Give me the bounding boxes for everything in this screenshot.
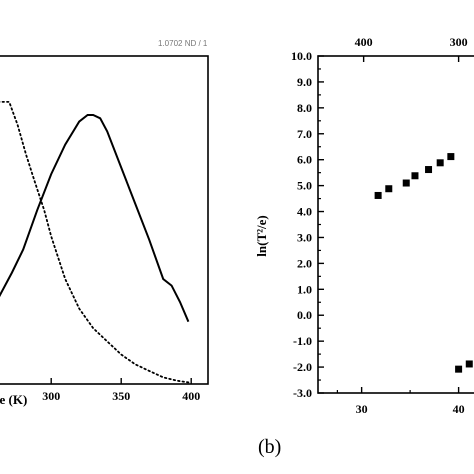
panel-b-data-point: [411, 172, 419, 180]
panel-b-y-tick-label: 10.0: [291, 49, 312, 63]
panel-b-data-point: [374, 191, 382, 199]
panel-b-y-tick-label: 5.0: [297, 179, 312, 193]
panel-b-y-tick-label: 4.0: [297, 205, 312, 219]
panel-b-y-tick-label: -3.0: [293, 386, 312, 400]
panel-a-x-tick-label: 300: [42, 389, 60, 403]
panel-b-data-point: [402, 179, 410, 187]
panel-a-series-dotted-line: [0, 101, 190, 384]
panel-b-data-point: [436, 159, 444, 167]
panel-b-x-tick-label: 30: [356, 402, 368, 416]
panel-b-top-tick-label: 300: [450, 35, 468, 49]
panel-b-y-axis: 10.0 9.0 8.0 7.0 6.0 5.0 4.0 3.0 2.0 1.0 0.0 -1.0 -2…: [291, 49, 324, 400]
panel-b-x-axis: 30 40: [336, 387, 465, 416]
panel-b-y-axis-label: ln(T²/e): [254, 215, 269, 256]
panel-b-x-tick-label: 40: [453, 402, 465, 416]
panel-b-data-point: [385, 185, 393, 193]
panel-b-y-tick-label: 7.0: [297, 127, 312, 141]
panel-a: 1.0702 ND / 1 300 350 400 re (K): [0, 39, 209, 407]
panel-b-y-tick-label: 2.0: [297, 256, 312, 270]
panel-b-top-axis: 400 300: [355, 35, 468, 62]
panel-b-y-tick-label: 9.0: [297, 75, 312, 89]
panel-a-corner-text: 1.0702 ND / 1: [158, 39, 208, 48]
panel-b-series-group: [374, 153, 473, 373]
panel-a-x-axis: 300 350 400: [42, 378, 200, 403]
panel-a-series-solid-line: [0, 114, 190, 323]
panel-b-label: (b): [258, 436, 281, 458]
panel-b-y-tick-label: 6.0: [297, 153, 312, 167]
panel-b-top-tick-label: 400: [355, 35, 373, 49]
panel-b-y-tick-label: 8.0: [297, 101, 312, 115]
panel-a-x-tick-label: 350: [112, 389, 130, 403]
panel-b-y-tick-label: 1.0: [297, 282, 312, 296]
panel-a-x-axis-label: re (K): [0, 392, 27, 407]
panel-b-data-point: [425, 166, 433, 174]
panel-b-data-point: [455, 365, 463, 373]
panel-b-y-tick-label: -1.0: [293, 334, 312, 348]
panel-b-y-tick-label: -2.0: [293, 360, 312, 374]
panel-a-series-group: [0, 101, 190, 384]
panel-b-y-tick-label: 0.0: [297, 308, 312, 322]
panel-b-data-point: [465, 360, 473, 368]
panel-b-plot-frame: [317, 55, 474, 394]
panel-a-plot-frame: [0, 55, 209, 385]
panel-b: 10.0 9.0 8.0 7.0 6.0 5.0 4.0 3.0 2.0 1.0 0.0 -1.0 -2…: [254, 35, 474, 416]
panel-b-y-tick-label: 3.0: [297, 230, 312, 244]
panel-a-x-tick-label: 400: [182, 389, 200, 403]
panel-b-data-point: [447, 153, 455, 161]
